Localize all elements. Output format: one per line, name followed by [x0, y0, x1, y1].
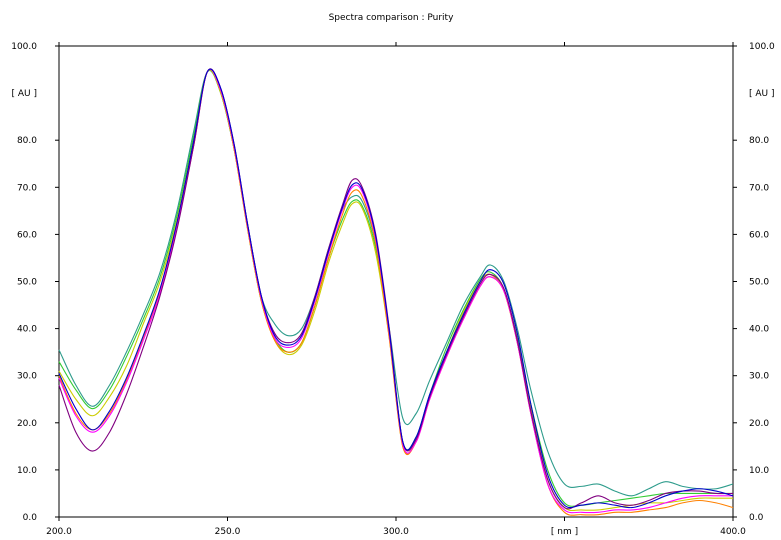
y-tick-label-left: 0.0 [23, 513, 38, 523]
series-layer [58, 68, 734, 516]
y-tick-label-left: 100.0 [11, 42, 37, 52]
ticks: 0.0 0.0 10.0 10.0 20.0 20.0 30.0 30.0 40.0 40.0 50… [11, 42, 775, 537]
y-axis-label-right: [ AU ] [749, 89, 775, 99]
x-tick-label: 250.0 [215, 527, 241, 537]
y-tick-label-left: 70.0 [17, 183, 37, 193]
y-tick-label-right: 60.0 [749, 230, 769, 240]
y-tick-label-left: 30.0 [17, 372, 37, 382]
y-tick-label-left: 50.0 [17, 278, 37, 288]
y-tick-label-right: 10.0 [749, 466, 769, 476]
x-tick-label: 300.0 [383, 527, 409, 537]
y-axis-label-left: [ AU ] [12, 89, 38, 99]
x-axis-label: [ nm ] [551, 527, 578, 537]
y-tick-label-left: 10.0 [17, 466, 37, 476]
y-tick-label-right: 80.0 [749, 136, 769, 146]
x-tick-label: 200.0 [46, 527, 72, 537]
y-tick-label-left: 20.0 [17, 419, 37, 429]
y-tick-label-right: 100.0 [749, 42, 775, 52]
x-tick-label: 400.0 [720, 527, 746, 537]
y-tick-label-left: 40.0 [17, 325, 37, 335]
y-tick-label-right: 20.0 [749, 419, 769, 429]
y-tick-label-right: 30.0 [749, 372, 769, 382]
y-tick-label-right: 70.0 [749, 183, 769, 193]
y-tick-label-right: 0.0 [749, 513, 764, 523]
y-tick-label-right: 50.0 [749, 278, 769, 288]
y-tick-label-left: 60.0 [17, 230, 37, 240]
spectrum-line-7 [58, 68, 734, 509]
chart-title: Spectra comparison : Purity [329, 13, 455, 23]
y-tick-label-left: 80.0 [17, 136, 37, 146]
y-tick-label-right: 40.0 [749, 325, 769, 335]
